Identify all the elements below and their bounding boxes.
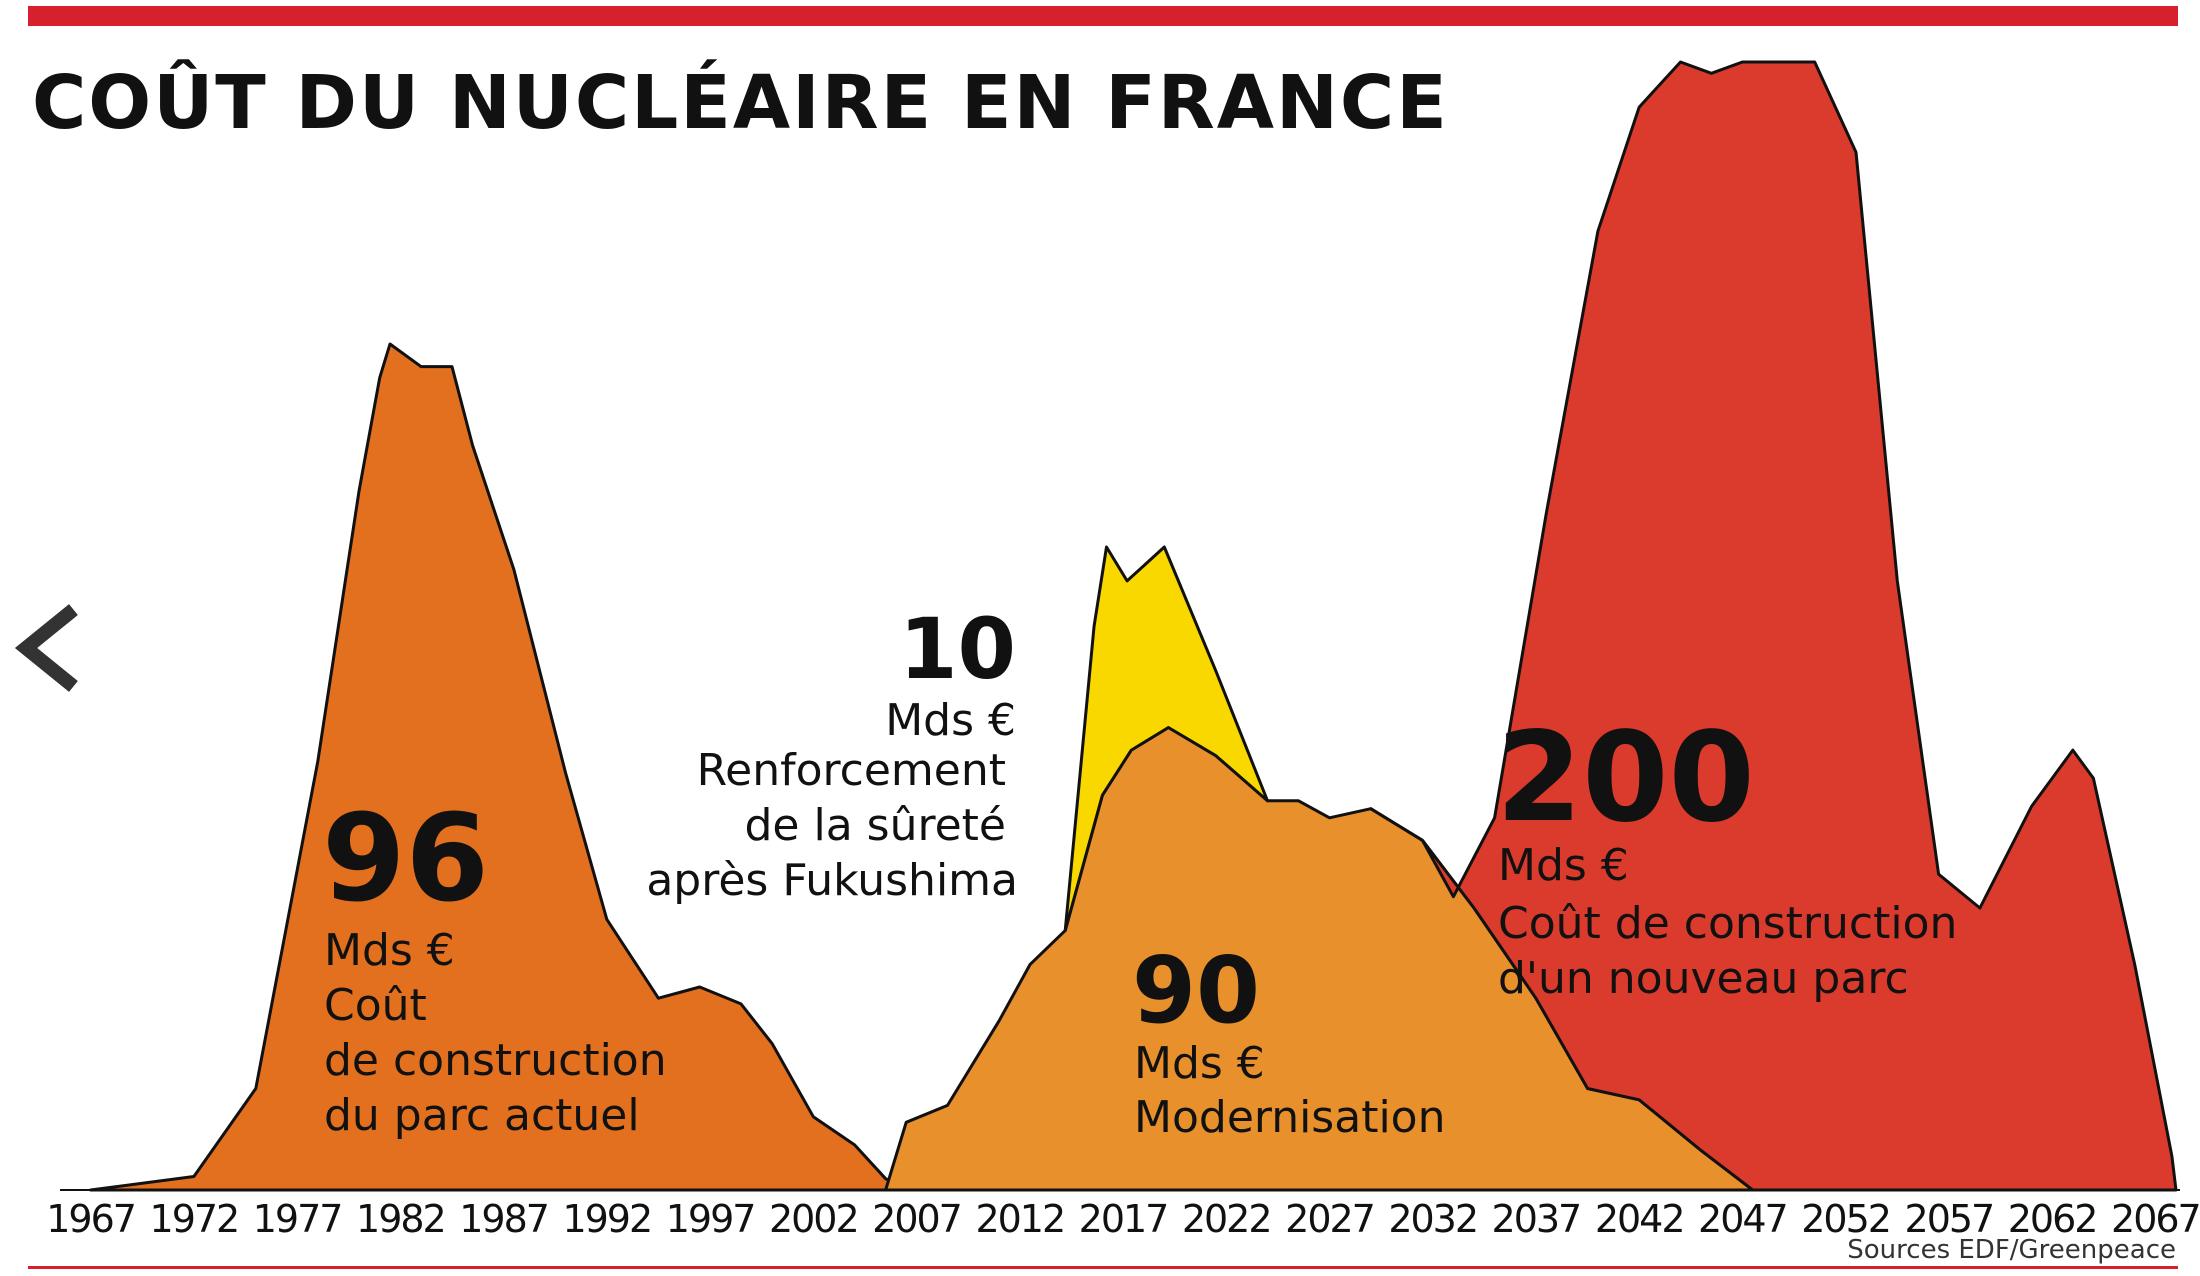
x-tick-label: 2062 <box>2008 1197 2097 1241</box>
desc-nouveau-parc-2: d'un nouveau parc <box>1498 953 1909 1004</box>
area-construction-parc-actuel <box>89 342 908 1192</box>
x-tick-label: 1992 <box>562 1197 651 1241</box>
x-tick-label: 2037 <box>1492 1197 1581 1241</box>
x-tick-label: 2052 <box>1801 1197 1890 1241</box>
x-axis-ticks: 1967 1972 1977 1982 1987 1992 1997 2002 2007 2012… <box>46 1197 2200 1241</box>
x-tick-label: 2007 <box>872 1197 961 1241</box>
label-fukushima: 10 Mds € Renforcement de la sûreté après… <box>646 600 1018 906</box>
x-tick-label: 2047 <box>1698 1197 1787 1241</box>
x-tick-label: 1997 <box>666 1197 755 1241</box>
area-nouveau-parc <box>1369 60 2178 1192</box>
desc-fukushima-3: après Fukushima <box>646 855 1018 906</box>
total-nouveau-parc: 200 <box>1496 706 1755 850</box>
desc-construction-parc-actuel-1: Coût <box>324 980 427 1031</box>
x-tick-label: 2022 <box>1182 1197 1271 1241</box>
desc-fukushima-1: Renforcement <box>697 745 1006 796</box>
area-renforcement-surete-fukushima <box>1063 545 1269 933</box>
x-tick-label: 1977 <box>253 1197 342 1241</box>
x-tick-label: 2067 <box>2111 1197 2200 1241</box>
desc-construction-parc-actuel-3: du parc actuel <box>324 1090 640 1141</box>
x-tick-label: 2042 <box>1595 1197 1684 1241</box>
source-note: Sources EDF/Greenpeace <box>1847 1235 2176 1265</box>
x-tick-label: 1987 <box>459 1197 548 1241</box>
desc-nouveau-parc-1: Coût de construction <box>1498 898 1957 949</box>
desc-fukushima-2: de la sûreté <box>745 800 1007 851</box>
desc-construction-parc-actuel-2: de construction <box>324 1035 667 1086</box>
x-tick-label: 2012 <box>975 1197 1064 1241</box>
total-modernisation: 90 <box>1132 937 1260 1044</box>
unit-fukushima: Mds € <box>885 695 1016 746</box>
x-tick-label: 2027 <box>1285 1197 1374 1241</box>
unit-construction-parc-actuel: Mds € <box>324 925 455 976</box>
x-tick-label: 1972 <box>150 1197 239 1241</box>
x-tick-label: 1967 <box>46 1197 135 1241</box>
top-accent-bar <box>28 6 2178 26</box>
desc-modernisation-1: Modernisation <box>1134 1092 1445 1143</box>
bottom-rule <box>28 1266 2178 1269</box>
x-tick-label: 2002 <box>769 1197 858 1241</box>
area-series-group <box>89 60 2178 1192</box>
chart-title: COÛT DU NUCLÉAIRE EN FRANCE <box>32 58 1449 146</box>
x-tick-label: 2017 <box>1079 1197 1168 1241</box>
unit-modernisation: Mds € <box>1134 1038 1265 1089</box>
label-nouveau-parc: 200 Mds € Coût de construction d'un nouv… <box>1496 706 1957 1004</box>
x-tick-label: 1982 <box>356 1197 445 1241</box>
x-tick-label: 2032 <box>1388 1197 1477 1241</box>
label-modernisation: 90 Mds € Modernisation <box>1132 937 1445 1143</box>
label-construction-parc-actuel: 96 Mds € Coût de construction du parc ac… <box>322 790 667 1141</box>
unit-nouveau-parc: Mds € <box>1498 840 1629 891</box>
x-tick-label: 2057 <box>1905 1197 1994 1241</box>
back-chevron-icon[interactable] <box>14 604 78 692</box>
total-construction-parc-actuel: 96 <box>322 790 489 929</box>
total-fukushima: 10 <box>899 600 1016 698</box>
